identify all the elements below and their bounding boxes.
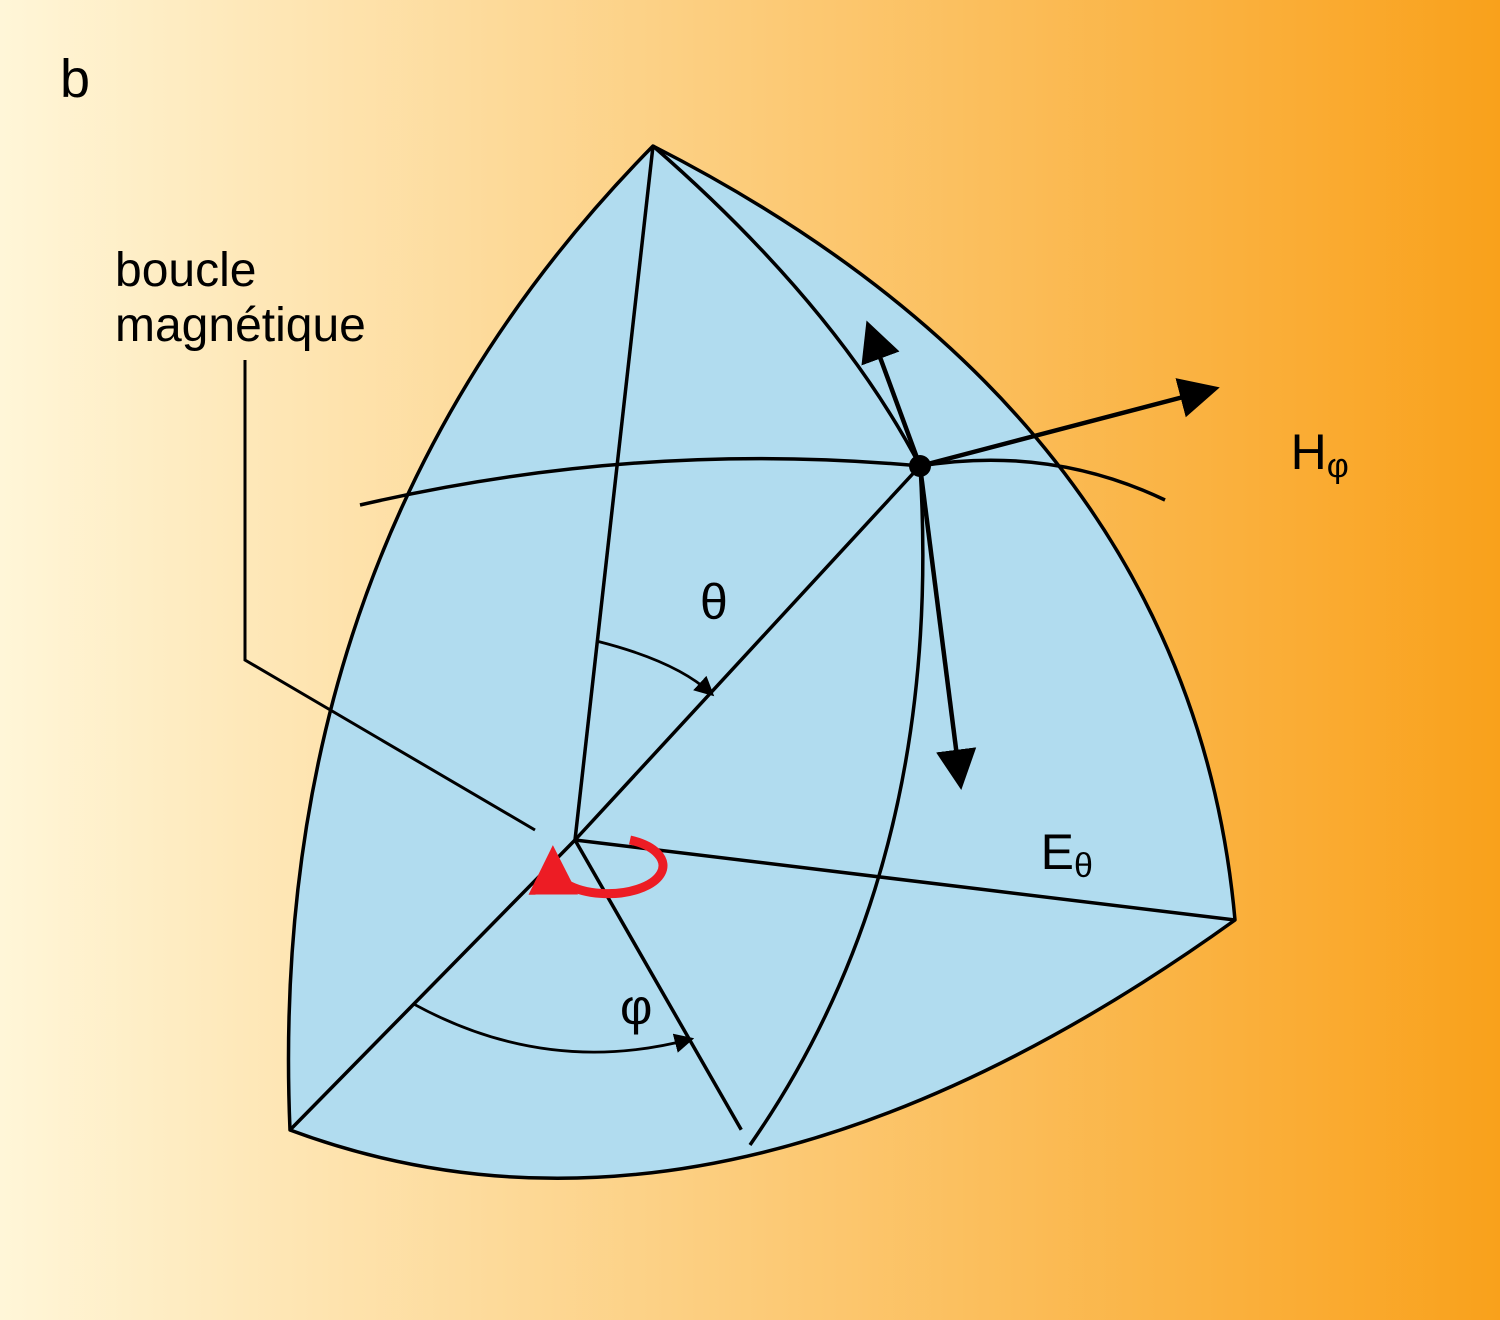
h-label: Hφ bbox=[1235, 370, 1349, 540]
field-point bbox=[909, 455, 931, 477]
h-label-main: H bbox=[1291, 424, 1327, 480]
theta-label: θ bbox=[700, 575, 728, 630]
e-label: Eθ bbox=[985, 770, 1093, 940]
boucle-label-line2: magnétique bbox=[115, 300, 366, 353]
e-label-sub: θ bbox=[1074, 847, 1093, 885]
panel-letter: b bbox=[60, 50, 90, 109]
e-label-main: E bbox=[1041, 824, 1074, 880]
phi-label: φ bbox=[620, 980, 652, 1035]
diagram-svg bbox=[0, 0, 1500, 1320]
diagram-canvas: b boucle magnétique θ φ Hφ Eθ bbox=[0, 0, 1500, 1320]
boucle-label-line1: boucle bbox=[115, 245, 256, 298]
h-label-sub: φ bbox=[1327, 447, 1349, 485]
